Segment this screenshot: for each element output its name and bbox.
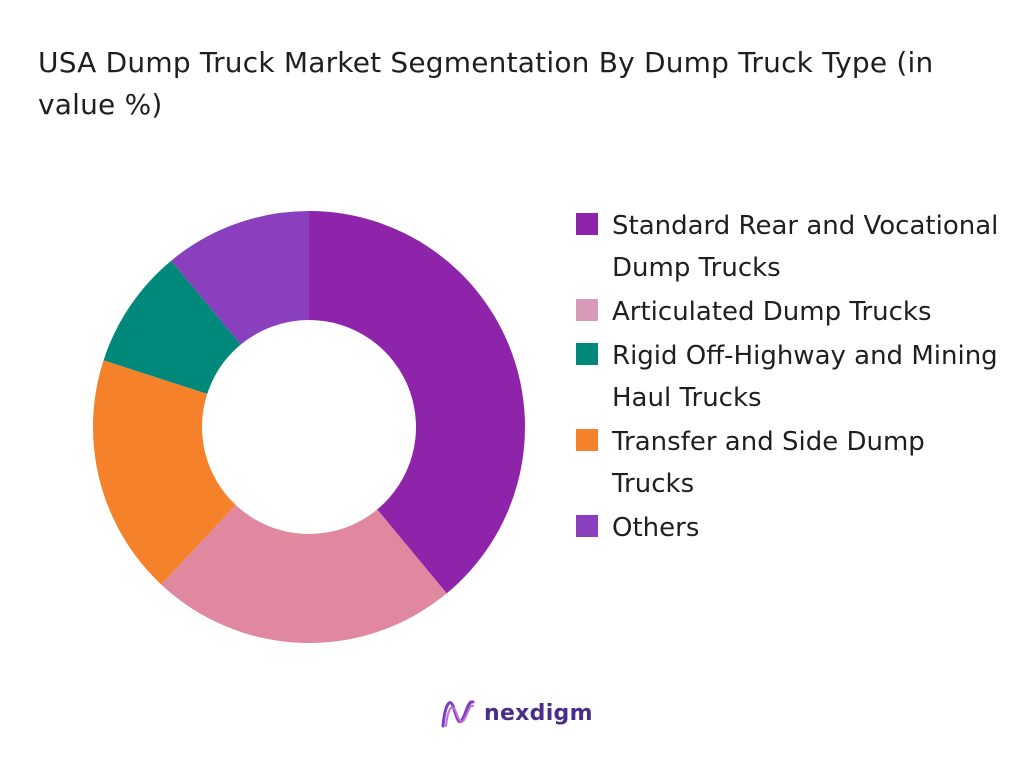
legend-label: Transfer and Side Dump Trucks bbox=[612, 427, 925, 499]
legend-swatch bbox=[576, 299, 598, 321]
legend-item: Others bbox=[576, 507, 1006, 549]
legend-label: Rigid Off-Highway and Mining Haul Trucks bbox=[612, 341, 998, 413]
legend-label: Others bbox=[612, 513, 700, 543]
legend-item: Rigid Off-Highway and Mining Haul Trucks bbox=[576, 335, 1006, 419]
legend-item: Standard Rear and Vocational Dump Trucks bbox=[576, 205, 1006, 289]
nexdigm-wave-logo-icon bbox=[441, 700, 475, 728]
chart-legend: Standard Rear and Vocational Dump Trucks… bbox=[576, 205, 1006, 551]
brand-logo: nexdigm bbox=[440, 696, 593, 730]
donut-slice-1 bbox=[309, 211, 525, 594]
donut-slice-5 bbox=[171, 211, 309, 345]
legend-item: Transfer and Side Dump Trucks bbox=[576, 421, 1006, 505]
brand-name: nexdigm bbox=[484, 700, 593, 726]
donut-slice-2 bbox=[161, 504, 447, 643]
donut-slice-4 bbox=[103, 260, 241, 394]
legend-label: Standard Rear and Vocational Dump Trucks bbox=[612, 211, 999, 283]
legend-item: Articulated Dump Trucks bbox=[576, 291, 1006, 333]
legend-label: Articulated Dump Trucks bbox=[612, 297, 932, 327]
donut-slice-3 bbox=[93, 360, 236, 585]
legend-swatch bbox=[576, 429, 598, 451]
legend-swatch bbox=[576, 515, 598, 537]
legend-swatch bbox=[576, 343, 598, 365]
legend-swatch bbox=[576, 213, 598, 235]
donut-slices bbox=[93, 211, 525, 643]
chart-title: USA Dump Truck Market Segmentation By Du… bbox=[38, 46, 934, 121]
